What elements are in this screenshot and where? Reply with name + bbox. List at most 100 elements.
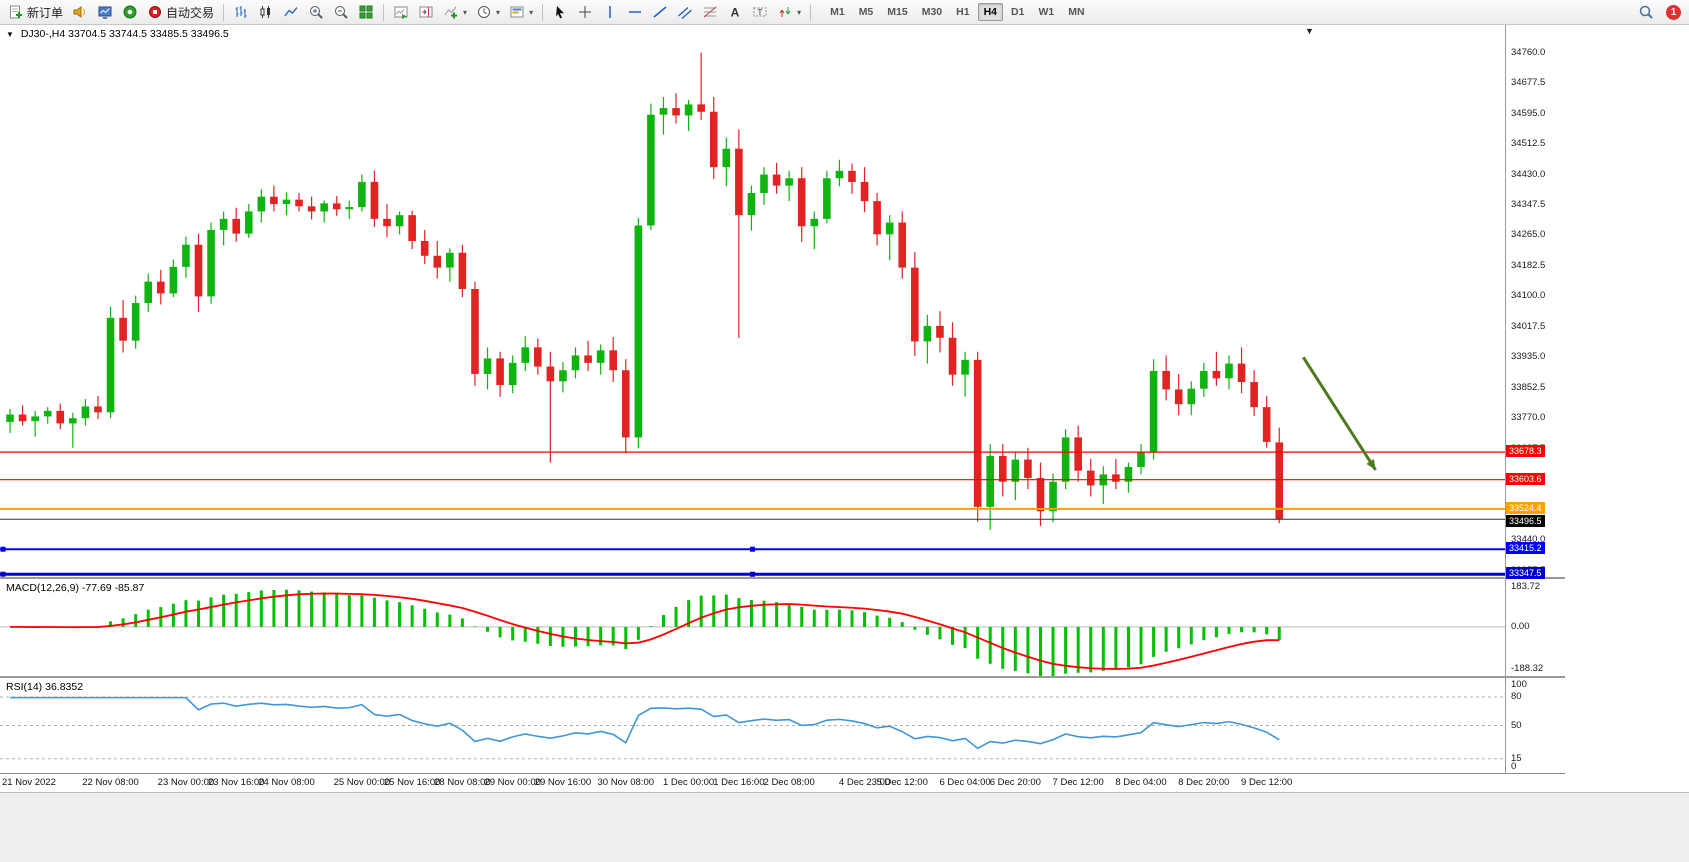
- autotrading-icon: [149, 6, 162, 18]
- candle: [860, 181, 869, 202]
- arrow-head-icon: [1366, 459, 1376, 470]
- price-axis-label: 34760.0: [1511, 46, 1546, 58]
- crosshair-button[interactable]: [573, 2, 597, 22]
- timeframe-button-m5[interactable]: M5: [853, 3, 880, 21]
- new-order-button[interactable]: 新订单: [4, 2, 67, 22]
- candle: [358, 181, 366, 208]
- rsi-axis-label: 0: [1511, 761, 1517, 772]
- tile-windows-button[interactable]: [354, 2, 378, 22]
- timeframe-button-mn[interactable]: MN: [1062, 3, 1090, 21]
- time-axis-label: 25 Nov 00:00: [333, 777, 391, 788]
- zoom-out-button[interactable]: [329, 2, 353, 22]
- dropdown-caret-icon: ▾: [496, 7, 501, 17]
- arrows-button[interactable]: ▾: [773, 2, 805, 22]
- community-icon: [123, 5, 137, 19]
- candle: [659, 108, 668, 115]
- zoom-in-icon: [310, 6, 323, 19]
- timeframe-button-h1[interactable]: H1: [950, 3, 975, 21]
- timeframe-button-w1[interactable]: W1: [1032, 3, 1060, 21]
- vertical-line-button[interactable]: [598, 2, 622, 22]
- chart-symbol-period: DJ30-,H4: [20, 28, 66, 40]
- candle: [898, 222, 907, 268]
- community-button[interactable]: [118, 2, 142, 22]
- time-axis-label: 21 Nov 2022: [2, 777, 56, 788]
- toolbar-separator: [223, 3, 225, 21]
- chart-ohlc-values: 33704.5 33744.5 33485.5 33496.5: [68, 28, 229, 40]
- arrow-objects-icon: [779, 7, 791, 17]
- price-axis-label: 34100.0: [1511, 290, 1546, 302]
- line-handle[interactable]: [0, 546, 6, 552]
- candle: [157, 281, 165, 294]
- rsi-indicator-label: RSI(14) 36.8352: [6, 681, 83, 693]
- new-order-icon: [10, 5, 22, 19]
- candle: [1024, 459, 1032, 479]
- vertical-line-icon: [609, 6, 611, 18]
- template-icon: [510, 6, 524, 18]
- line-handle[interactable]: [0, 571, 6, 577]
- candle: [785, 178, 793, 186]
- macd-axis-label: -188.32: [1511, 663, 1544, 674]
- rsi-axis-label: 50: [1511, 719, 1522, 731]
- candle: [270, 196, 278, 205]
- clock-icon: [478, 6, 491, 18]
- rsi-pane[interactable]: [0, 678, 1505, 773]
- time-axis-label: 8 Dec 20:00: [1178, 777, 1230, 788]
- timeframe-button-m30[interactable]: M30: [916, 3, 948, 21]
- time-axis-label: 23 Nov 00:00: [157, 777, 215, 788]
- line-handle[interactable]: [750, 571, 755, 577]
- candle-chart-button[interactable]: [254, 2, 278, 22]
- templates-button[interactable]: ▾: [505, 2, 537, 22]
- indicators-button[interactable]: ▾: [439, 2, 471, 22]
- time-axis[interactable]: 21 Nov 2022 22 Nov 08:00 23 Nov 00:00 23 No…: [0, 773, 1565, 792]
- text-label-button[interactable]: T: [748, 2, 772, 22]
- notification-badge[interactable]: 1: [1666, 4, 1681, 20]
- chart-shift-marker-icon[interactable]: ▼: [1305, 26, 1314, 36]
- candle: [1061, 437, 1070, 482]
- bar-chart-button[interactable]: [229, 2, 253, 22]
- time-axis-label: 4 Dec 23:00: [838, 777, 891, 788]
- candle: [383, 218, 391, 227]
- timeframe-button-h4[interactable]: H4: [977, 3, 1004, 21]
- trendline-button[interactable]: [648, 2, 672, 22]
- candle: [647, 114, 655, 226]
- periods-button[interactable]: ▾: [472, 2, 504, 22]
- arrow-annotation[interactable]: [1302, 356, 1377, 471]
- charts-window-button[interactable]: [93, 2, 117, 22]
- speaker-icon: [73, 6, 86, 18]
- bid-price-tag: 33496.5: [1506, 515, 1545, 528]
- chart-title: ▼ DJ30-,H4 33704.5 33744.5 33485.5 33496…: [6, 28, 229, 40]
- zoom-in-button[interactable]: [304, 2, 328, 22]
- sound-button[interactable]: [68, 2, 92, 22]
- text-button[interactable]: A: [723, 2, 747, 22]
- timeframe-button-m15[interactable]: M15: [881, 3, 913, 21]
- price-axis-label: 34265.0: [1511, 229, 1546, 241]
- auto-scroll-button[interactable]: [389, 2, 413, 22]
- time-axis-label: 8 Dec 04:00: [1115, 777, 1167, 788]
- fibonacci-button[interactable]: [698, 2, 722, 22]
- candle: [232, 218, 241, 234]
- search-button[interactable]: [1634, 2, 1658, 22]
- candle: [936, 325, 944, 338]
- line-handle[interactable]: [750, 546, 755, 552]
- price-chart-pane[interactable]: [0, 25, 1505, 577]
- fibonacci-icon: [703, 6, 717, 18]
- candle: [609, 350, 618, 371]
- cursor-button[interactable]: [548, 2, 572, 22]
- candle: [395, 215, 404, 227]
- candle: [119, 317, 127, 341]
- pane-separator[interactable]: [0, 676, 1565, 678]
- timeframe-toolbar: M1 M5 M15 M30 H1 H4 D1 W1 MN: [824, 3, 1090, 21]
- timeframe-button-m1[interactable]: M1: [824, 3, 851, 21]
- macd-pane[interactable]: [0, 579, 1505, 676]
- toolbar: 新订单 自动交易: [0, 0, 1689, 25]
- pane-separator[interactable]: [0, 577, 1565, 579]
- timeframe-button-d1[interactable]: D1: [1005, 3, 1030, 21]
- line-chart-button[interactable]: [279, 2, 303, 22]
- svg-text:T: T: [758, 8, 763, 17]
- autotrading-button[interactable]: 自动交易: [143, 2, 218, 22]
- one-click-trading-caret-icon[interactable]: ▼: [6, 30, 14, 39]
- horizontal-line-button[interactable]: [623, 2, 647, 22]
- channel-button[interactable]: [673, 2, 697, 22]
- candle: [546, 366, 555, 382]
- chart-shift-button[interactable]: [414, 2, 438, 22]
